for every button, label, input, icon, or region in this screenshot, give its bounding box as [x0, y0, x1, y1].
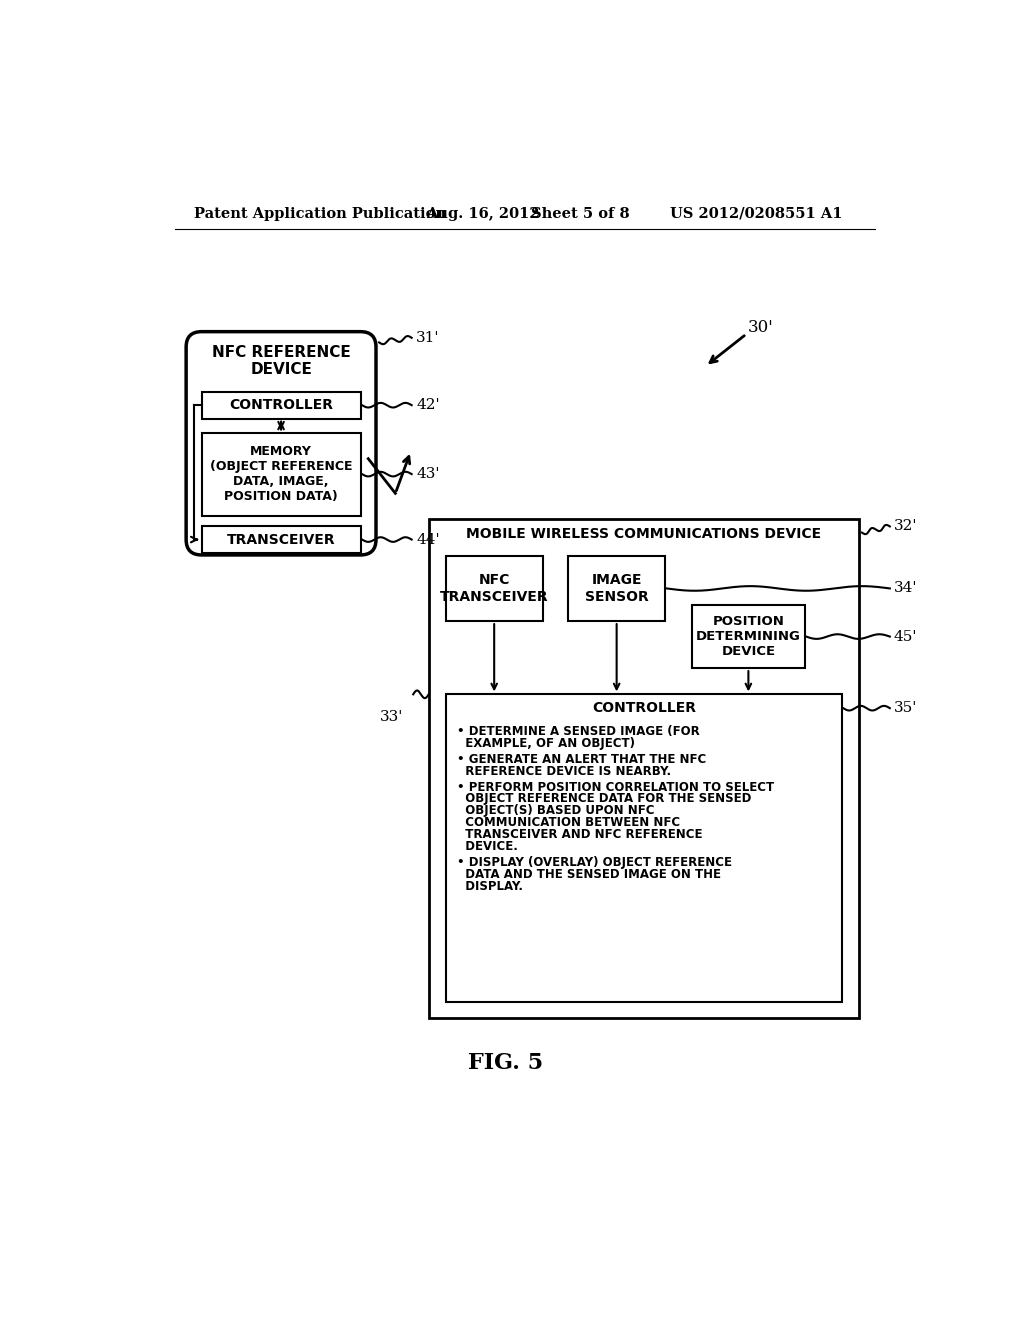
Text: NFC
TRANSCEIVER: NFC TRANSCEIVER: [440, 573, 549, 603]
Bar: [568, 556, 665, 622]
Text: 33': 33': [380, 710, 403, 725]
Bar: [202, 392, 360, 418]
Text: Patent Application Publication: Patent Application Publication: [194, 207, 445, 220]
Text: CONTROLLER: CONTROLLER: [229, 399, 333, 412]
Text: OBJECT(S) BASED UPON NFC: OBJECT(S) BASED UPON NFC: [457, 804, 654, 817]
Text: • DETERMINE A SENSED IMAGE (FOR: • DETERMINE A SENSED IMAGE (FOR: [457, 725, 699, 738]
Text: 45': 45': [894, 630, 918, 644]
Text: POSITION
DETERMINING
DEVICE: POSITION DETERMINING DEVICE: [696, 615, 801, 659]
Bar: [445, 694, 842, 1002]
Text: Aug. 16, 2012: Aug. 16, 2012: [426, 207, 540, 220]
Text: 32': 32': [894, 520, 918, 533]
Text: 34': 34': [894, 581, 918, 595]
Text: • PERFORM POSITION CORRELATION TO SELECT: • PERFORM POSITION CORRELATION TO SELECT: [457, 780, 774, 793]
Text: 44': 44': [417, 532, 440, 546]
Text: 42': 42': [417, 399, 440, 412]
Text: COMMUNICATION BETWEEN NFC: COMMUNICATION BETWEEN NFC: [457, 816, 680, 829]
Text: MOBILE WIRELESS COMMUNICATIONS DEVICE: MOBILE WIRELESS COMMUNICATIONS DEVICE: [466, 527, 821, 541]
Bar: [692, 605, 805, 668]
Bar: [202, 433, 360, 516]
Text: REFERENCE DEVICE IS NEARBY.: REFERENCE DEVICE IS NEARBY.: [457, 764, 671, 777]
Text: DEVICE.: DEVICE.: [457, 841, 517, 853]
Text: TRANSCEIVER: TRANSCEIVER: [226, 532, 336, 546]
FancyBboxPatch shape: [186, 331, 376, 554]
Text: CONTROLLER: CONTROLLER: [592, 701, 695, 715]
Text: Sheet 5 of 8: Sheet 5 of 8: [531, 207, 630, 220]
Text: • DISPLAY (OVERLAY) OBJECT REFERENCE: • DISPLAY (OVERLAY) OBJECT REFERENCE: [457, 857, 731, 869]
Text: OBJECT REFERENCE DATA FOR THE SENSED: OBJECT REFERENCE DATA FOR THE SENSED: [457, 792, 751, 805]
Bar: [445, 556, 543, 622]
Text: 31': 31': [417, 331, 439, 345]
Text: 30': 30': [748, 319, 774, 337]
Text: IMAGE
SENSOR: IMAGE SENSOR: [585, 573, 648, 603]
Bar: [202, 527, 360, 553]
Text: 43': 43': [417, 467, 439, 480]
Text: US 2012/0208551 A1: US 2012/0208551 A1: [671, 207, 843, 220]
Text: DATA AND THE SENSED IMAGE ON THE: DATA AND THE SENSED IMAGE ON THE: [457, 869, 721, 880]
Text: FIG. 5: FIG. 5: [468, 1052, 543, 1074]
Text: DISPLAY.: DISPLAY.: [457, 880, 522, 892]
Text: 35': 35': [894, 701, 918, 715]
Bar: [429, 519, 859, 1018]
Text: MEMORY
(OBJECT REFERENCE
DATA, IMAGE,
POSITION DATA): MEMORY (OBJECT REFERENCE DATA, IMAGE, PO…: [210, 445, 352, 503]
Text: TRANSCEIVER AND NFC REFERENCE: TRANSCEIVER AND NFC REFERENCE: [457, 829, 702, 841]
Text: • GENERATE AN ALERT THAT THE NFC: • GENERATE AN ALERT THAT THE NFC: [457, 752, 706, 766]
Text: NFC REFERENCE
DEVICE: NFC REFERENCE DEVICE: [212, 345, 350, 378]
Text: EXAMPLE, OF AN OBJECT): EXAMPLE, OF AN OBJECT): [457, 737, 635, 750]
